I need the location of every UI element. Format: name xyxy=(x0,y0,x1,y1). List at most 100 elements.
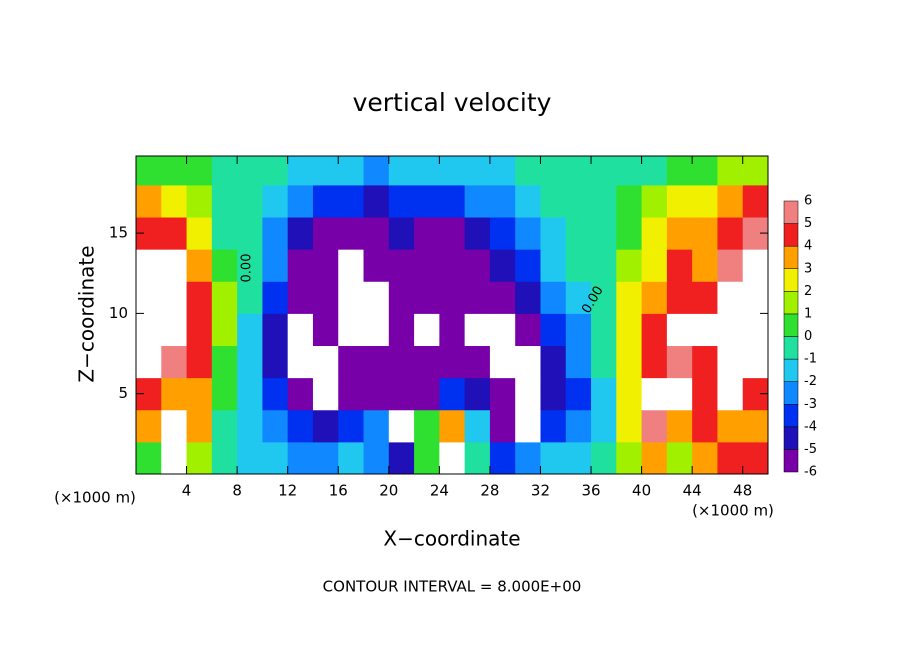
cell xyxy=(414,281,440,314)
cell xyxy=(161,156,188,186)
cell xyxy=(237,409,263,443)
cell xyxy=(388,409,415,443)
cell xyxy=(489,184,516,218)
cell xyxy=(489,281,516,314)
cell xyxy=(338,184,365,218)
cell xyxy=(211,184,238,218)
cell xyxy=(515,409,541,443)
cell xyxy=(565,409,592,443)
cell xyxy=(414,249,440,282)
cell xyxy=(414,184,440,218)
cell xyxy=(161,441,188,474)
cell xyxy=(616,249,643,282)
cell xyxy=(388,184,415,218)
cell xyxy=(338,249,365,282)
y-axis-label: Z−coordinate xyxy=(75,245,99,382)
cell xyxy=(692,249,718,282)
cell xyxy=(489,441,516,474)
cell xyxy=(363,184,390,218)
cell xyxy=(439,217,466,250)
cell xyxy=(211,313,238,347)
cell xyxy=(186,217,213,250)
cell xyxy=(666,217,693,250)
colorbar-swatch xyxy=(783,449,799,473)
cell xyxy=(439,441,466,474)
cell xyxy=(464,217,491,250)
cell xyxy=(211,249,238,282)
cell xyxy=(262,441,289,474)
cell xyxy=(338,156,365,186)
cell xyxy=(641,409,668,443)
colorbar-label: 6 xyxy=(804,194,812,209)
cell xyxy=(237,156,263,186)
cell xyxy=(262,217,289,250)
cell xyxy=(742,409,768,443)
colorbar-label: 4 xyxy=(804,239,812,254)
cell xyxy=(616,281,643,314)
cell xyxy=(312,409,339,443)
cell xyxy=(363,313,390,347)
x-tick-label: 32 xyxy=(531,482,550,500)
x-unit: (×1000 m) xyxy=(692,502,774,520)
cell xyxy=(717,249,744,282)
cell xyxy=(262,184,289,218)
cell xyxy=(388,377,415,411)
cell xyxy=(338,281,365,314)
cell xyxy=(312,281,339,314)
cell xyxy=(312,313,339,347)
cell xyxy=(237,377,263,411)
cell xyxy=(388,217,415,250)
cell xyxy=(742,184,768,218)
cell xyxy=(262,249,289,282)
cell xyxy=(616,184,643,218)
cell xyxy=(591,156,617,186)
x-unit: (×1000 m) xyxy=(54,489,136,507)
cell xyxy=(666,249,693,282)
cell xyxy=(136,345,162,379)
cell xyxy=(464,441,491,474)
cell xyxy=(211,441,238,474)
cell xyxy=(565,377,592,411)
cell xyxy=(363,377,390,411)
colorbar-label: -2 xyxy=(804,374,817,389)
cell xyxy=(388,345,415,379)
x-tick-label: 36 xyxy=(581,482,600,500)
cell xyxy=(616,313,643,347)
cell xyxy=(136,184,162,218)
plot-frame xyxy=(135,155,769,475)
cell xyxy=(515,313,541,347)
cell xyxy=(717,313,744,347)
cell xyxy=(464,313,491,347)
x-tick-label: 24 xyxy=(430,482,449,500)
cell xyxy=(489,409,516,443)
cell xyxy=(742,441,768,474)
x-tick-label: 28 xyxy=(480,482,499,500)
cell xyxy=(262,345,289,379)
cell xyxy=(616,441,643,474)
cell xyxy=(692,409,718,443)
cell xyxy=(312,377,339,411)
cell xyxy=(161,409,188,443)
cell xyxy=(439,377,466,411)
cell xyxy=(211,217,238,250)
x-tick-label: 44 xyxy=(683,482,702,500)
cell xyxy=(717,377,744,411)
cell xyxy=(363,409,390,443)
cell xyxy=(211,345,238,379)
cell xyxy=(540,156,567,186)
cell xyxy=(439,156,466,186)
x-tick-label: 4 xyxy=(182,482,192,500)
colorbar-label: -4 xyxy=(804,419,817,434)
cell xyxy=(616,377,643,411)
cell xyxy=(186,313,213,347)
cell xyxy=(464,249,491,282)
cell xyxy=(742,281,768,314)
cell xyxy=(136,156,162,186)
cell xyxy=(161,184,188,218)
cell xyxy=(161,345,188,379)
cell xyxy=(136,409,162,443)
cell xyxy=(616,217,643,250)
cell xyxy=(161,281,188,314)
cell xyxy=(717,441,744,474)
cell xyxy=(363,156,390,186)
